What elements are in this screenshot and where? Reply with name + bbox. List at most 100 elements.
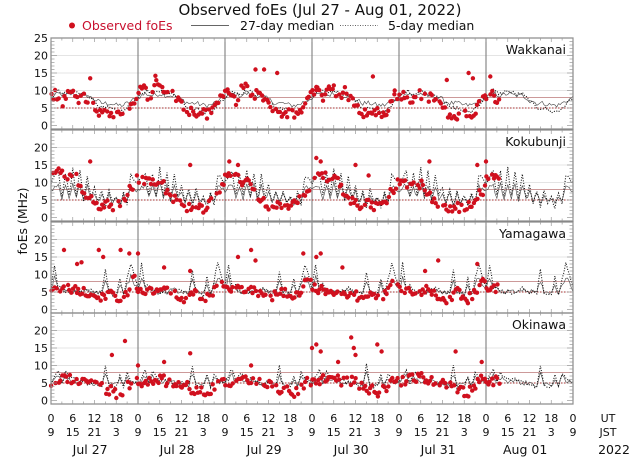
observed-point [165,187,170,193]
observed-point [366,173,371,178]
day-label: Jul 28 [159,442,195,457]
observed-point [96,113,102,118]
observed-point [410,100,415,105]
panel-okinawa: 0 5 10 15 20 Okinawa [34,312,574,408]
x-tick-label-ut: 6 [330,412,337,425]
observed-point [393,186,399,191]
observed-point [286,206,291,211]
observed-point [235,98,241,103]
observed-point [309,345,315,351]
observed-point [135,363,141,368]
observed-point [301,386,306,391]
observed-point [442,105,448,110]
observed-point [252,96,257,101]
observed-point [223,383,228,388]
observed-point [318,251,323,256]
observed-point [73,284,78,289]
observed-point [335,373,341,378]
observed-point [342,85,348,90]
observed-point [310,88,315,93]
observed-point [253,288,259,294]
observed-point [174,197,179,202]
observed-point [417,186,422,191]
observed-point [145,97,150,102]
observed-point [191,292,196,297]
observed-point [464,207,469,212]
observed-point [348,290,353,296]
observed-point [433,201,438,206]
observed-point [139,384,144,389]
observed-point [318,349,323,354]
y-tick-label: 0 [41,395,48,408]
observed-point [404,95,410,100]
x-tick-label-ut: 18 [109,412,123,425]
x-tick-label-jst: 9 [309,426,316,439]
observed-point [489,172,495,177]
observed-point [143,378,148,384]
observed-point [67,372,73,378]
x-tick-label-ut: 6 [156,412,163,425]
observed-point [143,85,148,91]
observed-point [368,205,373,210]
observed-point [63,96,68,102]
x-tick-label-ut: 6 [69,412,76,425]
observed-point [491,383,496,388]
observed-point [384,388,389,394]
observed-point [270,384,275,389]
observed-point [453,349,458,354]
observed-point [118,298,123,303]
observed-point [397,182,402,187]
observed-point [410,372,415,377]
observed-point [362,202,368,207]
y-tick-label: 10 [34,177,48,190]
year-label: 2022 [598,442,630,457]
observed-point [389,98,394,104]
observed-point [399,288,404,294]
observed-point [188,105,194,111]
observed-point [415,182,420,188]
observed-point [288,203,294,208]
observed-point [161,179,166,184]
observed-point [161,265,167,270]
observed-point [125,192,130,198]
observed-point [268,379,273,385]
observed-point [494,100,500,106]
observed-point [317,287,322,292]
observed-point [282,286,288,292]
observed-point [108,202,114,207]
observed-point [299,110,304,115]
observed-point [153,73,158,79]
observed-point [230,284,235,290]
observed-point [252,187,257,192]
observed-point [421,375,426,380]
observed-point [118,247,123,253]
observed-point [181,300,187,305]
observed-point [199,296,205,302]
observed-point [197,390,203,395]
observed-point [480,192,486,198]
observed-point [149,286,154,291]
observed-point [190,205,195,210]
x-tick-label-jst: 3 [200,426,207,439]
x-tick-label-ut: 12 [262,412,276,425]
observed-point [493,289,498,295]
observed-point [150,177,155,182]
observed-point [486,176,491,182]
y-tick-label: 15 [34,251,48,264]
observed-point [395,96,400,102]
observed-point [369,383,375,388]
observed-point [483,159,489,164]
observed-point [208,391,213,397]
observed-point [311,377,317,382]
observed-point [433,293,439,298]
observed-point [76,100,81,106]
legend-27day-label: 27-day median [240,18,334,33]
observed-point [342,292,347,297]
x-axis: 0961512211830961512211830961512211830961… [48,412,630,457]
observed-point [402,178,408,183]
observed-point [78,183,83,189]
observed-point [475,261,480,267]
observed-point [422,268,428,274]
observed-point [491,283,497,288]
observed-point [179,99,184,104]
